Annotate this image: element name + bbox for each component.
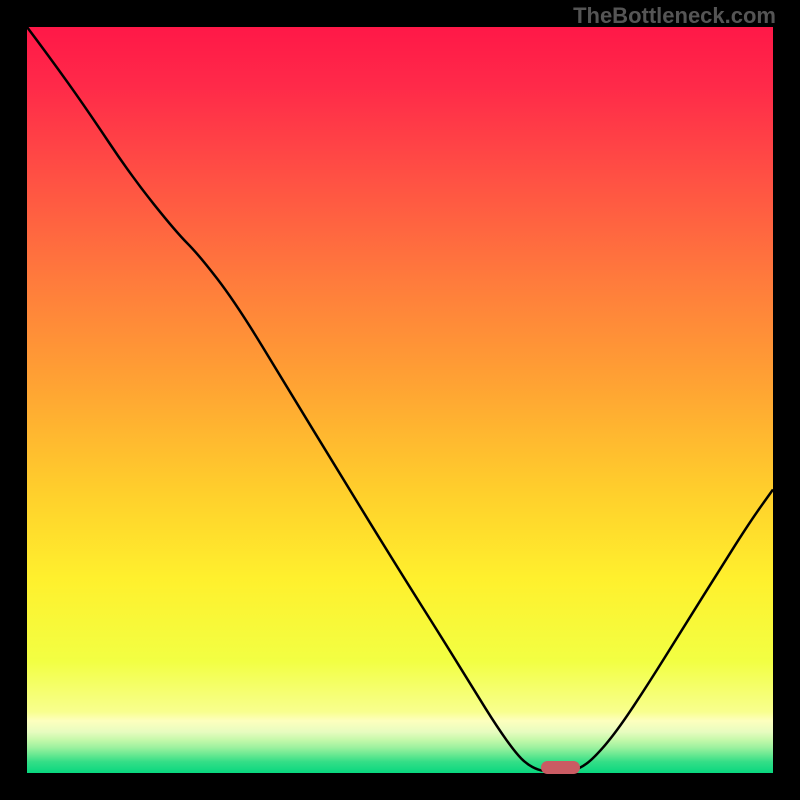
bottleneck-curve bbox=[27, 27, 773, 773]
curve-path bbox=[27, 27, 773, 772]
watermark-text: TheBottleneck.com bbox=[573, 3, 776, 29]
optimum-marker bbox=[541, 761, 580, 774]
